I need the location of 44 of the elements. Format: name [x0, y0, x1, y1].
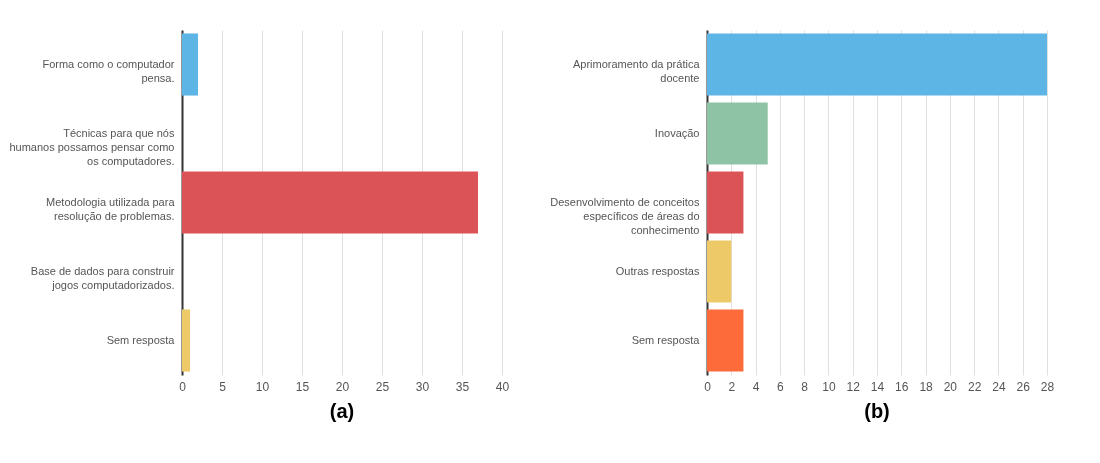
bar: [182, 309, 190, 372]
x-tick-label: 40: [495, 379, 510, 394]
y-tick-label: Sem resposta: [631, 333, 701, 346]
x-tick-label: 0: [704, 379, 712, 394]
bar: [707, 309, 744, 372]
x-tick-label: 4: [752, 379, 760, 394]
bar: [707, 33, 1047, 96]
x-tick-label: 22: [967, 379, 982, 394]
x-tick-label: 6: [777, 379, 785, 394]
x-tick-label: 10: [255, 379, 270, 394]
x-tick-label: 35: [455, 379, 470, 394]
x-tick-label: 20: [943, 379, 958, 394]
x-tick-label: 20: [335, 379, 350, 394]
x-tick-label: 5: [219, 379, 227, 394]
text: (a): [329, 400, 355, 422]
y-tick-label: Aprimoramento da prática docente: [572, 57, 701, 84]
x-tick-label: 12: [846, 379, 861, 394]
bar: [707, 102, 768, 165]
x-tick-label: 15: [295, 379, 310, 394]
y-tick-label: Técnicas para que nós humanos possamos pensar como os computadores.: [9, 126, 175, 167]
x-tick-label: 25: [375, 379, 390, 394]
bar: [707, 171, 744, 234]
x-tick-label: 16: [895, 379, 909, 394]
x-tick-label: 0: [179, 379, 187, 394]
y-tick-label: Metodologia utilizada para resolução de problemas.: [46, 195, 176, 222]
bar: [182, 171, 478, 234]
x-tick-label: 26: [1016, 379, 1031, 394]
x-tick-label: 28: [1040, 379, 1055, 394]
bar: [707, 240, 732, 303]
bar: [182, 33, 198, 96]
x-tick-label: 18: [919, 379, 934, 394]
x-tick-label: 30: [415, 379, 430, 394]
y-tick-label: Outras respostas: [615, 264, 700, 277]
x-tick-label: 10: [822, 379, 836, 394]
y-tick-label: Desenvolvimento de conceitos específicos de áreas do conhecimento: [550, 195, 700, 236]
text: (b): [864, 400, 890, 422]
x-tick-label: 2: [728, 379, 736, 394]
y-tick-label: Inovação: [654, 126, 700, 139]
x-tick-label: 8: [801, 379, 809, 394]
x-tick-label: 24: [992, 379, 1006, 394]
y-tick-label: Forma como o computador pensa.: [42, 57, 175, 84]
y-tick-label: Base de dados para construir jogos computadorizados.: [30, 264, 175, 291]
x-tick-label: 14: [870, 379, 885, 394]
y-tick-label: Sem resposta: [106, 333, 176, 346]
